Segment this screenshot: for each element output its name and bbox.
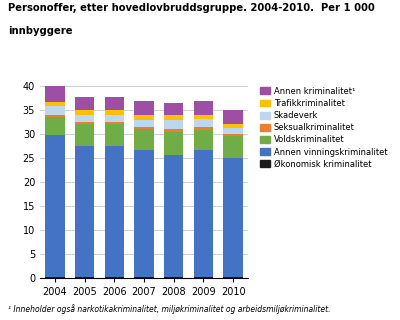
- Bar: [75, 122, 94, 124]
- Bar: [164, 155, 183, 277]
- Bar: [194, 101, 213, 115]
- Bar: [194, 119, 213, 127]
- Bar: [194, 127, 213, 130]
- Bar: [45, 86, 64, 102]
- Bar: [194, 130, 213, 150]
- Bar: [75, 110, 94, 115]
- Bar: [105, 277, 124, 278]
- Bar: [75, 124, 94, 146]
- Bar: [194, 115, 213, 119]
- Bar: [105, 146, 124, 277]
- Bar: [224, 110, 243, 124]
- Text: Personoffer, etter hovedlovbruddsgruppe. 2004-2010.  Per 1 000: Personoffer, etter hovedlovbruddsgruppe.…: [8, 3, 375, 13]
- Bar: [194, 150, 213, 277]
- Bar: [134, 101, 154, 115]
- Bar: [105, 115, 124, 122]
- Bar: [134, 119, 154, 127]
- Bar: [45, 117, 64, 135]
- Bar: [224, 158, 243, 277]
- Bar: [105, 122, 124, 124]
- Bar: [75, 277, 94, 278]
- Bar: [164, 103, 183, 115]
- Bar: [45, 106, 64, 115]
- Bar: [164, 129, 183, 132]
- Bar: [75, 97, 94, 110]
- Text: ¹ Inneholder også narkotikakriminalitet, miljøkriminalitet og arbeidsmiljøkrimin: ¹ Inneholder også narkotikakriminalitet,…: [8, 304, 330, 314]
- Bar: [75, 115, 94, 122]
- Bar: [224, 124, 243, 128]
- Bar: [194, 277, 213, 278]
- Bar: [224, 277, 243, 278]
- Bar: [164, 132, 183, 155]
- Bar: [45, 115, 64, 117]
- Bar: [45, 102, 64, 106]
- Bar: [164, 120, 183, 129]
- Bar: [45, 277, 64, 278]
- Bar: [105, 124, 124, 146]
- Bar: [164, 115, 183, 120]
- Bar: [134, 277, 154, 278]
- Bar: [224, 128, 243, 134]
- Bar: [164, 277, 183, 278]
- Bar: [105, 97, 124, 110]
- Bar: [134, 150, 154, 277]
- Bar: [134, 115, 154, 119]
- Bar: [75, 146, 94, 277]
- Bar: [134, 127, 154, 129]
- Bar: [224, 136, 243, 158]
- Bar: [224, 134, 243, 136]
- Bar: [45, 135, 64, 277]
- Bar: [105, 110, 124, 115]
- Legend: Annen kriminalitet¹, Trafikkriminalitet, Skadeverk, Seksualkriminalitet, Voldskr: Annen kriminalitet¹, Trafikkriminalitet,…: [260, 87, 388, 169]
- Text: innbyggere: innbyggere: [8, 26, 72, 36]
- Bar: [134, 129, 154, 150]
